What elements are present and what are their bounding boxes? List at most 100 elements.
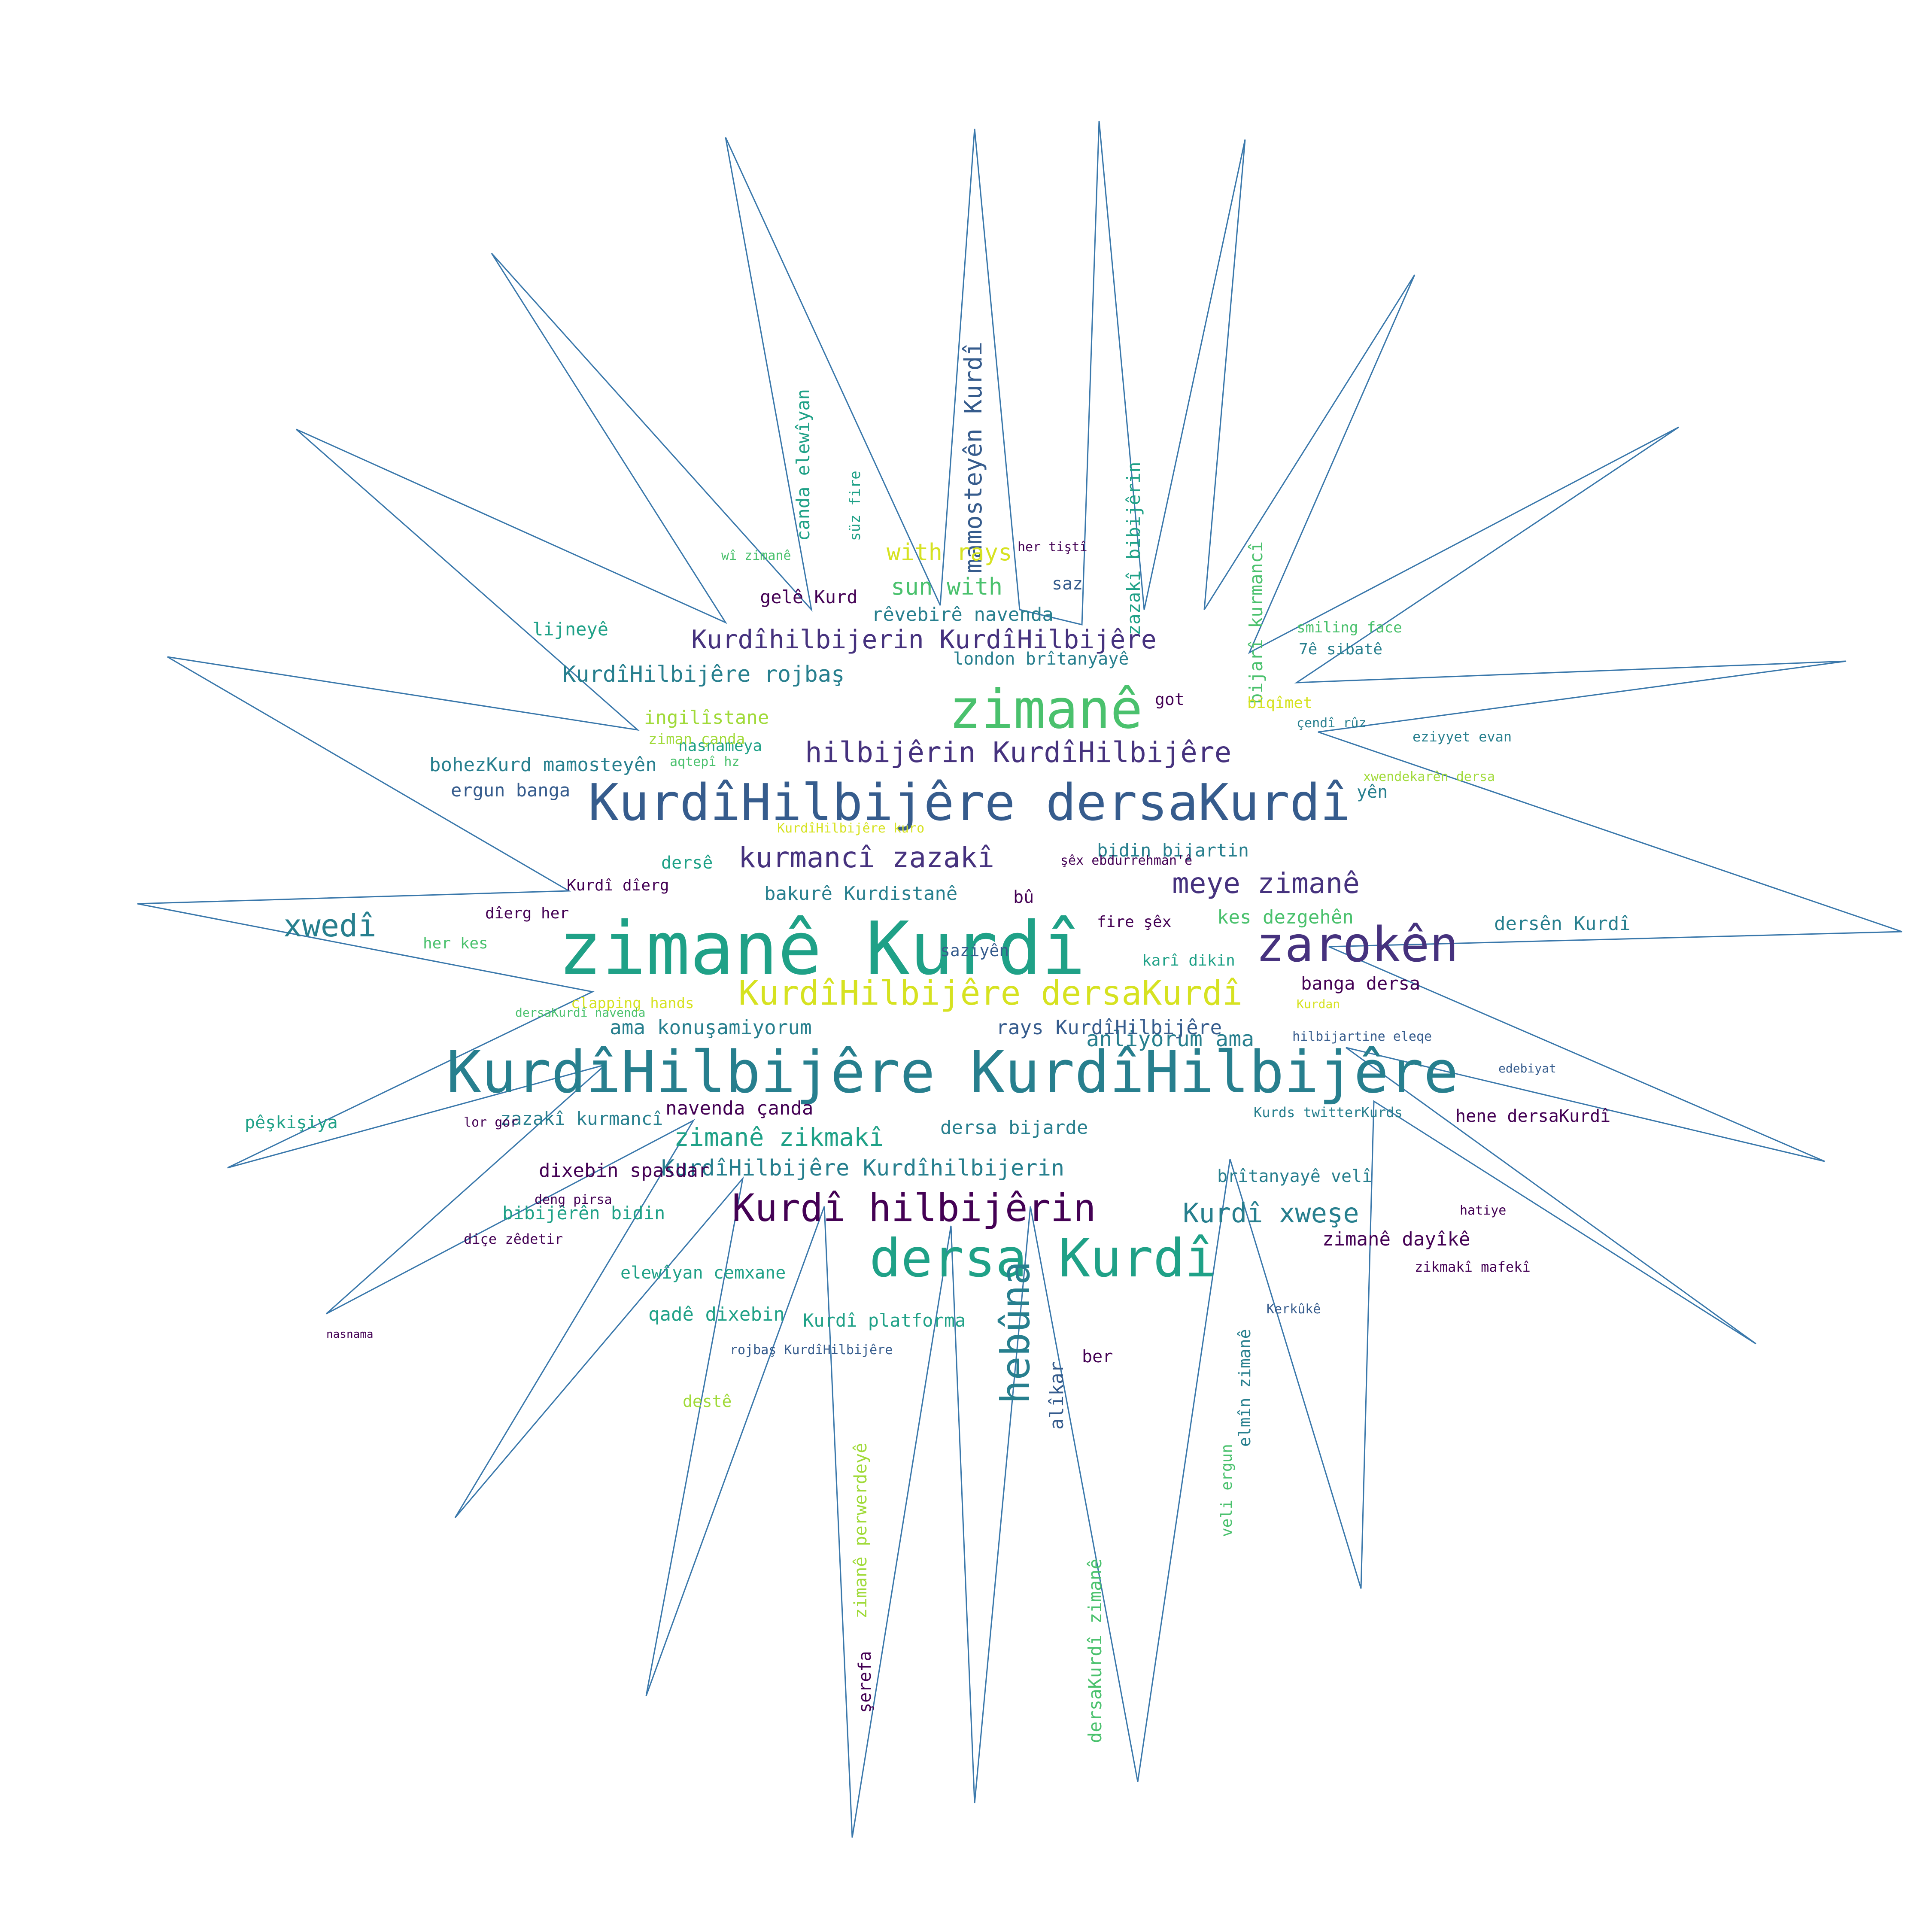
word-vertical: süz fire	[847, 471, 864, 541]
word: saziyên	[940, 941, 1009, 960]
word: smiling face	[1297, 619, 1402, 636]
word: ingilîstane	[644, 707, 769, 729]
word: hatiye	[1460, 1203, 1507, 1218]
word-vertical: alîkar	[1046, 1361, 1068, 1430]
word: Kurdî platforma	[803, 1310, 966, 1331]
word: zimanê Kurdî	[558, 906, 1086, 991]
word: KurdîHilbijêre dersaKurdî	[738, 974, 1242, 1013]
word: KurdîHilbijêre dersaKurdî	[588, 773, 1351, 832]
word: fire şêx	[1097, 913, 1172, 931]
word: Kurdî dîerg	[567, 877, 669, 894]
word: zimanê zikmakî	[674, 1123, 884, 1152]
word: Kurdî hilbijêrin	[732, 1186, 1096, 1230]
word: nasnameya	[678, 737, 762, 755]
word: clapping hands	[571, 995, 694, 1012]
word: KurdîHilbijêre rojbaş	[562, 662, 845, 687]
word: Kurdan	[1297, 997, 1340, 1011]
word: bakurê Kurdistanê	[764, 883, 958, 905]
word: KurdîHilbijêre KurdîHilbijêre	[447, 1039, 1459, 1106]
word: saz	[1052, 574, 1083, 594]
word-vertical: şerefa	[855, 1651, 875, 1713]
word: aqtepî hz	[670, 754, 740, 769]
word-vertical: zimanê perwerdeyê	[851, 1443, 871, 1619]
word: yên	[1357, 782, 1388, 802]
word: zimanê	[949, 678, 1143, 741]
word: çendî rûz	[1297, 716, 1367, 731]
word: pêşkişiya	[245, 1113, 338, 1133]
word: ber	[1082, 1347, 1113, 1367]
word: edebiyat	[1498, 1061, 1556, 1075]
word: KurdîHilbijêre kuro	[777, 821, 925, 836]
word: sun with	[891, 573, 1003, 600]
word: deng pirsa	[535, 1192, 612, 1207]
word: her kes	[423, 935, 488, 952]
word: ziman çanda	[648, 731, 745, 748]
word: Kurdîhilbijerin KurdîHilbijêre	[691, 625, 1157, 655]
word: rojbaş KurdîHilbijêre	[730, 1343, 893, 1358]
word: qadê dixebin	[648, 1303, 785, 1325]
word: zazakî kurmancî	[500, 1108, 663, 1129]
word: dersa bijarde	[940, 1117, 1088, 1139]
word: banga dersa	[1301, 973, 1421, 994]
word: bibijêrên bidin	[502, 1203, 665, 1224]
word: her tiştî	[1018, 540, 1088, 555]
word: Kurdî xweşe	[1183, 1197, 1359, 1229]
word: destê	[683, 1392, 732, 1411]
word: eziyyet evan	[1413, 729, 1512, 745]
word: dersê	[661, 853, 713, 873]
word-vertical: bijarî kurmancî	[1245, 541, 1267, 704]
word: xwendekarên dersa	[1363, 769, 1495, 784]
word: navenda çanda	[665, 1097, 814, 1119]
word: kes dezgehên	[1217, 906, 1354, 928]
word: bidin bijartin	[1097, 840, 1249, 861]
word: bohezKurd mamosteyên	[429, 754, 657, 776]
word-vertical: dersaKurdî zimanê	[1084, 1558, 1106, 1743]
word-vertical: canda elewîyan	[793, 389, 814, 541]
word: ama konuşamiyorum	[610, 1016, 812, 1039]
word: gelê Kurd	[760, 586, 858, 608]
word: meye zimanê	[1172, 867, 1360, 900]
word: rêvebirê navenda	[872, 604, 1054, 626]
word: hene dersaKurdî	[1455, 1106, 1611, 1126]
word-vertical: zazakî bibijêrin	[1123, 462, 1144, 635]
word: rays KurdîHilbijêre	[996, 1016, 1222, 1039]
word: lor gor	[464, 1115, 518, 1130]
word-vertical: hebûna	[993, 1261, 1039, 1404]
word: bû	[1013, 887, 1034, 907]
word: nasnama	[326, 1328, 374, 1341]
word: anliyorum ama	[1086, 1027, 1255, 1051]
word: elewîyan cemxane	[620, 1263, 786, 1283]
word: biqîmet	[1247, 694, 1312, 712]
word: Kurds twitterKurds	[1254, 1104, 1403, 1121]
word: got	[1155, 690, 1185, 709]
word: kurmancî zazakî	[738, 841, 995, 874]
word: 7ê sibatê	[1299, 641, 1383, 658]
word: Kerkûkê	[1267, 1302, 1321, 1317]
word: karî dikin	[1142, 952, 1235, 969]
word: dersên Kurdî	[1494, 913, 1631, 935]
star-outline-shape	[137, 121, 1902, 1838]
word: dersa Kurdî	[869, 1228, 1216, 1289]
word: şêx ebdurrehman'ê	[1060, 853, 1193, 868]
word: london brîtanyayê	[953, 649, 1129, 669]
word: lijneyê	[532, 619, 609, 640]
word: dîerg her	[485, 905, 569, 922]
word: dixebin spasdar	[539, 1160, 710, 1182]
word: diçe zêdetir	[464, 1231, 563, 1247]
word: xwedî	[283, 908, 377, 944]
word: wî zimanê	[721, 548, 791, 563]
word: hilbijartine eleqe	[1292, 1029, 1432, 1044]
word: brîtanyayê velî	[1217, 1166, 1373, 1186]
word: with rays	[887, 539, 1012, 566]
word: KurdîHilbijêre Kurdîhilbijerin	[661, 1155, 1065, 1181]
word: zimanê dayîkê	[1322, 1228, 1470, 1250]
word: ergun banga	[451, 780, 571, 801]
word: hilbijêrin KurdîHilbijêre	[805, 736, 1232, 769]
word: dersaKurdî navenda	[515, 1005, 646, 1020]
word-vertical: veli ergun	[1218, 1444, 1236, 1537]
word-vertical: elmîn zimanê	[1235, 1329, 1254, 1447]
word: zikmakî mafekî	[1415, 1259, 1531, 1275]
word: zarokên	[1256, 917, 1459, 973]
